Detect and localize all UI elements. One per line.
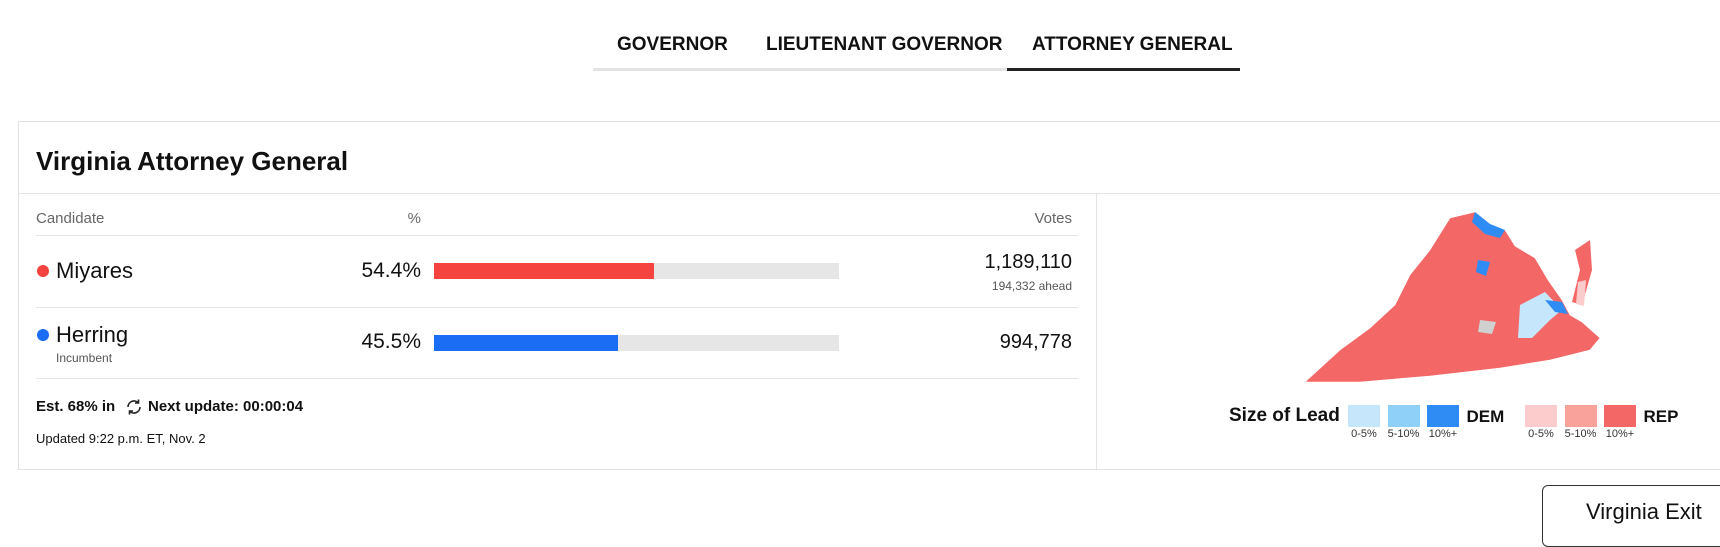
lead-note: 194,332 ahead bbox=[991, 279, 1072, 293]
legend-swatch bbox=[1427, 405, 1459, 427]
tab[interactable]: GOVERNOR bbox=[617, 34, 728, 55]
race-card bbox=[18, 121, 1720, 470]
county-map bbox=[1304, 211, 1601, 383]
legend-swatch bbox=[1525, 405, 1557, 427]
candidate-name: Miyares bbox=[56, 258, 134, 283]
candidate-note: Incumbent bbox=[56, 351, 113, 365]
party-dot bbox=[37, 329, 49, 341]
party-dot bbox=[37, 265, 49, 277]
legend-swatch bbox=[1348, 405, 1380, 427]
bar-track bbox=[434, 263, 839, 279]
column-header: Votes bbox=[1034, 210, 1072, 227]
tab-underline bbox=[593, 68, 1007, 71]
divider bbox=[19, 193, 1720, 194]
column-header: Candidate bbox=[36, 210, 105, 227]
legend-item-label: 10%+ bbox=[1605, 428, 1635, 440]
refresh-icon bbox=[127, 399, 141, 415]
tab[interactable]: LIEUTENANT GOVERNOR bbox=[766, 34, 1003, 55]
legend-swatch bbox=[1387, 405, 1420, 427]
legend-item-label: 10%+ bbox=[1428, 428, 1458, 440]
legend-group-label: REP bbox=[1643, 407, 1679, 426]
divider bbox=[36, 307, 1078, 308]
exit-poll-label: Virginia Exit bbox=[1586, 499, 1702, 524]
next-update: Next update: 00:00:04 bbox=[148, 398, 304, 415]
legend-swatch bbox=[1604, 405, 1636, 427]
percent: 54.4% bbox=[361, 259, 421, 282]
legend-swatch bbox=[1564, 405, 1597, 427]
legend-item-label: 5-10% bbox=[1387, 428, 1420, 440]
tab[interactable]: ATTORNEY GENERAL bbox=[1032, 34, 1233, 55]
legend-title: Size of Lead bbox=[1229, 405, 1340, 426]
column-header: % bbox=[407, 210, 421, 227]
votes: 1,189,110 bbox=[984, 251, 1073, 273]
page-body: GOVERNOR LIEUTENANT GOVERNOR ATTORNEY GE… bbox=[18, 34, 1720, 547]
percent: 45.5% bbox=[361, 330, 421, 353]
legend-group-label: DEM bbox=[1466, 407, 1505, 426]
votes: 994,778 bbox=[999, 331, 1072, 353]
candidate-name: Herring bbox=[56, 322, 129, 347]
legend-item-label: 0-5% bbox=[1351, 428, 1377, 440]
vote-bar bbox=[434, 263, 655, 279]
legend-item-label: 0-5% bbox=[1528, 428, 1554, 440]
divider bbox=[36, 235, 1078, 236]
race-title: Virginia Attorney General bbox=[36, 146, 349, 176]
divider bbox=[1096, 194, 1097, 469]
divider bbox=[36, 378, 1078, 379]
legend-item-label: 5-10% bbox=[1564, 428, 1597, 440]
reporting: Est. 68% in bbox=[36, 398, 116, 415]
page: Virginia Attorney General {"tabs": ["GOV… bbox=[18, 34, 1720, 547]
bar-track bbox=[434, 335, 839, 351]
updated: Updated 9:22 p.m. ET, Nov. 2 bbox=[36, 431, 206, 446]
vote-bar bbox=[434, 335, 619, 351]
tab-active-underline bbox=[1007, 68, 1240, 71]
